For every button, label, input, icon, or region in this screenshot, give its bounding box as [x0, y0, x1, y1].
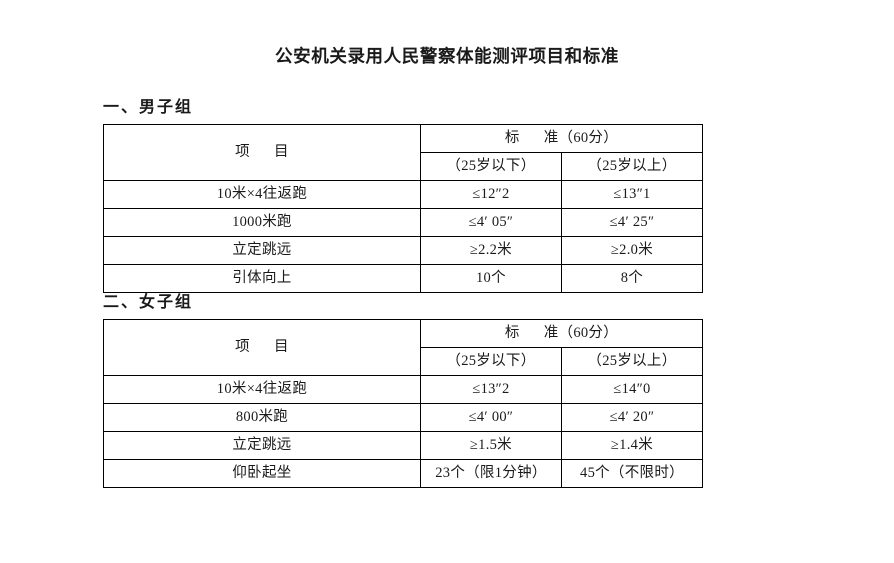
table-row: 10米×4往返跑 ≤13″2 ≤14″0: [103, 375, 704, 404]
cell-over25: ≥1.4米: [560, 431, 704, 460]
cell-item: 800米跑: [103, 403, 421, 432]
header-standard-label-part2: 准（60分）: [543, 130, 619, 146]
header-item-label-part1: 项: [235, 144, 250, 160]
header-standard-label-part1: 标: [504, 130, 520, 146]
header-item-label-part2: 目: [273, 339, 289, 355]
header-cell-item: 项目: [103, 319, 421, 376]
cell-item: 10米×4往返跑: [103, 375, 421, 404]
header-cell-age-over25: （25岁以上）: [560, 152, 704, 181]
cell-item: 10米×4往返跑: [103, 180, 421, 209]
header-cell-standard: 标 准（60分）: [419, 124, 704, 153]
standards-table-men: 项目 标准（60分） （25岁以下） （25岁以上） 10米×4往返跑 ≤12″…: [103, 124, 704, 293]
cell-over25: 45个（不限时）: [560, 459, 704, 488]
header-cell-standard: 标 准（60分）: [419, 319, 704, 348]
cell-over25: ≤4′ 25″: [560, 208, 704, 237]
table-row: 立定跳远 ≥2.2米 ≥2.0米: [103, 236, 704, 265]
cell-under25: ≤13″2: [419, 375, 562, 404]
table-row: 仰卧起坐 23个（限1分钟） 45个（不限时）: [103, 459, 704, 488]
cell-item: 立定跳远: [103, 431, 421, 460]
table-row: 10米×4往返跑 ≤12″2 ≤13″1: [103, 180, 704, 209]
cell-over25: ≤4′ 20″: [560, 403, 704, 432]
cell-under25: 23个（限1分钟）: [419, 459, 562, 488]
header-cell-age-over25: （25岁以上）: [560, 347, 704, 376]
header-cell-age-under25: （25岁以下）: [419, 347, 562, 376]
table-row: 立定跳远 ≥1.5米 ≥1.4米: [103, 431, 704, 460]
header-standard-label-part2: 准（60分）: [543, 325, 619, 341]
cell-over25: 8个: [560, 264, 704, 293]
cell-under25: ≤4′ 05″: [419, 208, 562, 237]
cell-under25: ≥2.2米: [419, 236, 562, 265]
standards-table-women: 项目 标准（60分） （25岁以下） （25岁以上） 10米×4往返跑 ≤13″…: [103, 319, 704, 488]
cell-under25: ≤4′ 00″: [419, 403, 562, 432]
page-title: 公安机关录用人民警察体能测评项目和标准: [275, 46, 619, 66]
section-women-group: 二、女子组 项目 标准（60分） （25岁以下） （25岁以上） 10米×4往返…: [103, 293, 704, 488]
cell-item: 1000米跑: [103, 208, 421, 237]
header-item-label-part1: 项: [235, 339, 250, 355]
table-row: 1000米跑 ≤4′ 05″ ≤4′ 25″: [103, 208, 704, 237]
header-item-label-part2: 目: [273, 144, 289, 160]
header-cell-item: 项目: [103, 124, 421, 181]
cell-over25: ≥2.0米: [560, 236, 704, 265]
table-header-row-primary: 项目 标准（60分）: [103, 124, 704, 181]
cell-under25: 10个: [419, 264, 562, 293]
cell-under25: ≤12″2: [419, 180, 562, 209]
section-men-group: 一、男子组 项目 标准（60分） （25岁以下） （25岁以上） 10米×4往返…: [103, 98, 704, 293]
cell-under25: ≥1.5米: [419, 431, 562, 460]
table-row: 800米跑 ≤4′ 00″ ≤4′ 20″: [103, 403, 704, 432]
table-header-row-secondary: （25岁以下） （25岁以上）: [104, 347, 704, 376]
table-header-row-secondary: （25岁以下） （25岁以上）: [104, 152, 704, 181]
cell-item: 仰卧起坐: [103, 459, 421, 488]
header-standard-label-part1: 标: [504, 325, 520, 341]
table-header-row-primary: 项目 标准（60分）: [103, 319, 704, 376]
header-cell-age-under25: （25岁以下）: [419, 152, 562, 181]
section-heading-women: 二、女子组: [103, 294, 194, 311]
cell-item: 立定跳远: [103, 236, 421, 265]
cell-over25: ≤14″0: [560, 375, 704, 404]
table-row: 引体向上 10个 8个: [103, 264, 704, 293]
cell-item: 引体向上: [103, 264, 421, 293]
cell-over25: ≤13″1: [560, 180, 704, 209]
section-heading-men: 一、男子组: [103, 99, 194, 116]
